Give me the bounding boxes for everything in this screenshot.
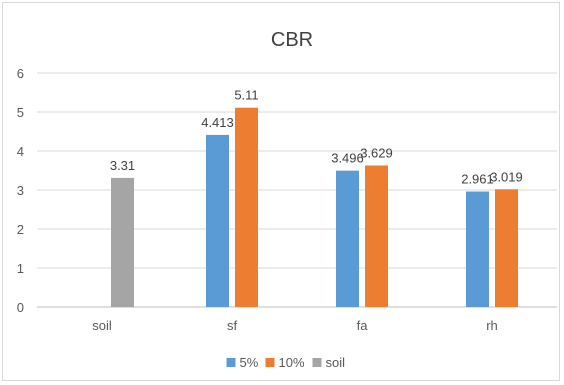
data-label: 3.31 <box>110 158 135 173</box>
legend-label: 5% <box>240 355 259 370</box>
bar-rh-5% <box>466 191 489 307</box>
y-tick-label: 0 <box>17 300 24 315</box>
x-tick-label: soil <box>92 318 112 333</box>
legend-swatch <box>226 358 236 367</box>
x-tick-label: fa <box>357 318 369 333</box>
bar-sf-10% <box>235 107 258 308</box>
legend-swatch <box>265 358 275 367</box>
data-label: 2.961 <box>461 172 494 187</box>
y-tick-label: 5 <box>17 105 24 120</box>
data-label: 3.019 <box>490 169 523 184</box>
x-tick-label: rh <box>486 318 498 333</box>
bar-sf-5% <box>206 134 229 307</box>
y-axis: 0 1 2 3 4 5 6 <box>17 66 24 315</box>
y-tick-label: 2 <box>17 222 24 237</box>
y-tick-label: 1 <box>17 261 24 276</box>
data-label: 3.496 <box>331 151 364 166</box>
bar-rh-10% <box>495 189 518 307</box>
legend-swatch <box>312 358 322 367</box>
legend-label: soil <box>326 355 346 370</box>
bar-fa-10% <box>365 165 388 307</box>
data-label: 4.413 <box>201 115 234 130</box>
y-tick-label: 4 <box>17 144 24 159</box>
bar-fa-5% <box>336 170 359 307</box>
chart-title: CBR <box>271 29 313 51</box>
legend: 5% 10% soil <box>226 355 346 370</box>
bar-soil-soil <box>111 177 134 307</box>
y-tick-label: 6 <box>17 66 24 81</box>
chart-frame <box>2 2 560 381</box>
x-axis: soil sf fa rh <box>92 318 498 333</box>
data-label: 5.11 <box>234 88 258 103</box>
x-tick-label: sf <box>227 318 238 333</box>
legend-label: 10% <box>279 355 305 370</box>
y-tick-label: 3 <box>17 183 24 198</box>
bars <box>111 107 518 308</box>
data-label: 3.629 <box>360 145 393 160</box>
